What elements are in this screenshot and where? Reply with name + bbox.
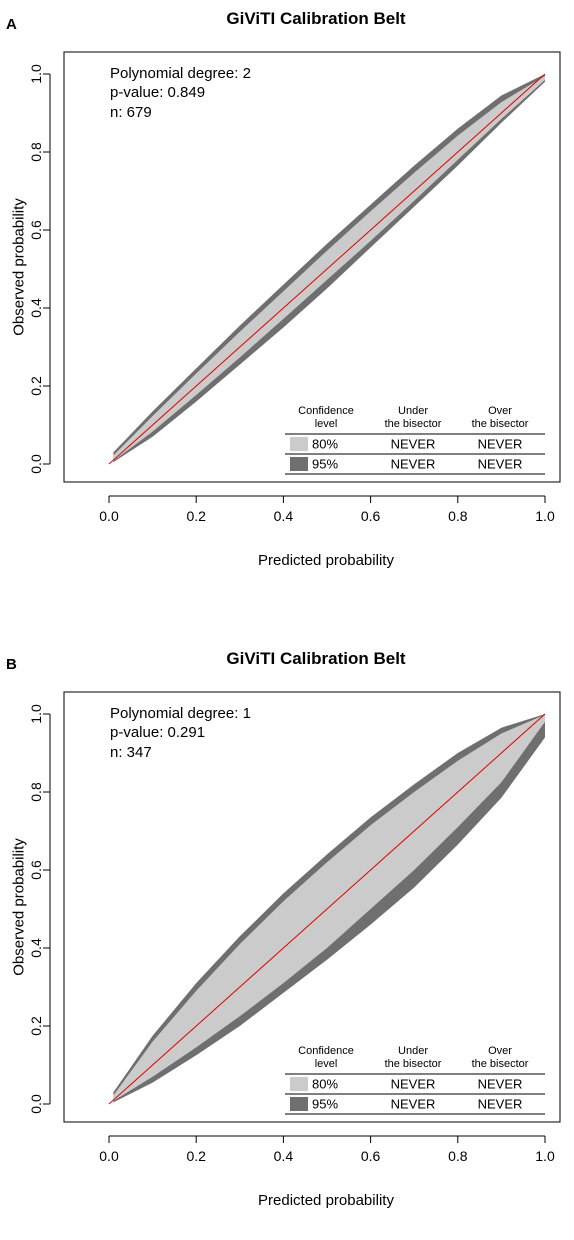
legend-under-value: NEVER bbox=[391, 1097, 436, 1112]
calibration-belt-panel-b: B GiViTI Calibration Belt 0.0 0.2 0.4 0.6 0.8… bbox=[0, 640, 574, 1240]
legend-level: 80% bbox=[312, 1077, 338, 1092]
y-tick-label: 0.0 bbox=[28, 1094, 44, 1114]
polynomial-degree-text: Polynomial degree: 2 bbox=[110, 65, 251, 82]
x-tick-label: 0.0 bbox=[99, 508, 119, 524]
bisector-line bbox=[108, 73, 546, 465]
calibration-belt-chart-b: GiViTI Calibration Belt 0.0 0.2 0.4 0.6 0.8 1.… bbox=[10, 649, 561, 1209]
legend-header: the bisector bbox=[472, 418, 529, 430]
legend-swatch bbox=[290, 437, 308, 451]
legend-over-value: NEVER bbox=[478, 1077, 523, 1092]
p-value-text: p-value: 0.291 bbox=[110, 724, 205, 741]
x-tick-label: 0.4 bbox=[274, 1148, 294, 1164]
calibration-belt-panel-a: A GiViTI Calibration Belt 0.0 0.2 0.4 0.6 0.8… bbox=[0, 0, 574, 600]
legend-under-value: NEVER bbox=[391, 437, 436, 452]
x-axis-label: Predicted probability bbox=[258, 552, 394, 569]
legend-under-value: NEVER bbox=[391, 1077, 436, 1092]
legend-header: Over bbox=[488, 1045, 512, 1057]
plot-frame bbox=[63, 691, 561, 1123]
sample-size-text: n: 347 bbox=[110, 744, 152, 761]
sample-size-text: n: 679 bbox=[110, 104, 152, 121]
bisector-line bbox=[108, 713, 546, 1105]
y-axis-label: Observed probability bbox=[10, 838, 27, 976]
legend-header: the bisector bbox=[472, 1058, 529, 1070]
y-tick-label: 1.0 bbox=[28, 64, 44, 84]
y-axis-label: Observed probability bbox=[10, 198, 27, 336]
x-tick-label: 0.8 bbox=[448, 508, 468, 524]
belt-80-band bbox=[113, 714, 546, 1101]
legend-header: Over bbox=[488, 405, 512, 417]
legend-header: level bbox=[315, 1058, 338, 1070]
y-tick-label: 0.6 bbox=[28, 860, 44, 880]
legend-level: 95% bbox=[312, 1097, 338, 1112]
x-tick-label: 0.4 bbox=[274, 508, 294, 524]
y-tick-label: 0.8 bbox=[28, 782, 44, 802]
legend-over-value: NEVER bbox=[478, 437, 523, 452]
legend-level: 95% bbox=[312, 457, 338, 472]
legend-header: the bisector bbox=[385, 1058, 442, 1070]
plot-frame bbox=[63, 51, 561, 483]
polynomial-degree-text: Polynomial degree: 1 bbox=[110, 705, 251, 722]
legend-over-value: NEVER bbox=[478, 1097, 523, 1112]
legend-swatch bbox=[290, 1077, 308, 1091]
legend-header: level bbox=[315, 418, 338, 430]
legend-swatch bbox=[290, 1097, 308, 1111]
p-value-text: p-value: 0.849 bbox=[110, 84, 205, 101]
chart-title: GiViTI Calibration Belt bbox=[226, 9, 405, 28]
x-tick-label: 0.6 bbox=[361, 508, 381, 524]
x-tick-label: 1.0 bbox=[535, 1148, 555, 1164]
legend-header: the bisector bbox=[385, 418, 442, 430]
y-tick-label: 0.2 bbox=[28, 376, 44, 396]
y-tick-label: 1.0 bbox=[28, 704, 44, 724]
x-tick-label: 1.0 bbox=[535, 508, 555, 524]
y-tick-label: 0.4 bbox=[28, 298, 44, 318]
legend-over-value: NEVER bbox=[478, 457, 523, 472]
y-tick-label: 0.6 bbox=[28, 220, 44, 240]
legend-header: Confidence bbox=[298, 405, 354, 417]
y-tick-label: 0.0 bbox=[28, 454, 44, 474]
belt-80-band bbox=[113, 75, 546, 461]
x-axis-label: Predicted probability bbox=[258, 1192, 394, 1209]
y-tick-label: 0.4 bbox=[28, 938, 44, 958]
legend-under-value: NEVER bbox=[391, 457, 436, 472]
y-tick-label: 0.8 bbox=[28, 142, 44, 162]
panel-label: A bbox=[6, 16, 17, 33]
legend-header: Confidence bbox=[298, 1045, 354, 1057]
y-tick-label: 0.2 bbox=[28, 1016, 44, 1036]
panel-label: B bbox=[6, 656, 17, 673]
chart-title: GiViTI Calibration Belt bbox=[226, 649, 405, 668]
x-tick-label: 0.2 bbox=[186, 508, 206, 524]
calibration-belt-chart-a: GiViTI Calibration Belt 0.0 0.2 0.4 0.6 0.8 1.… bbox=[10, 9, 561, 569]
legend-swatch bbox=[290, 457, 308, 471]
x-tick-label: 0.8 bbox=[448, 1148, 468, 1164]
x-tick-label: 0.6 bbox=[361, 1148, 381, 1164]
x-tick-label: 0.2 bbox=[186, 1148, 206, 1164]
x-tick-label: 0.0 bbox=[99, 1148, 119, 1164]
legend-header: Under bbox=[398, 405, 428, 417]
legend-header: Under bbox=[398, 1045, 428, 1057]
legend-level: 80% bbox=[312, 437, 338, 452]
